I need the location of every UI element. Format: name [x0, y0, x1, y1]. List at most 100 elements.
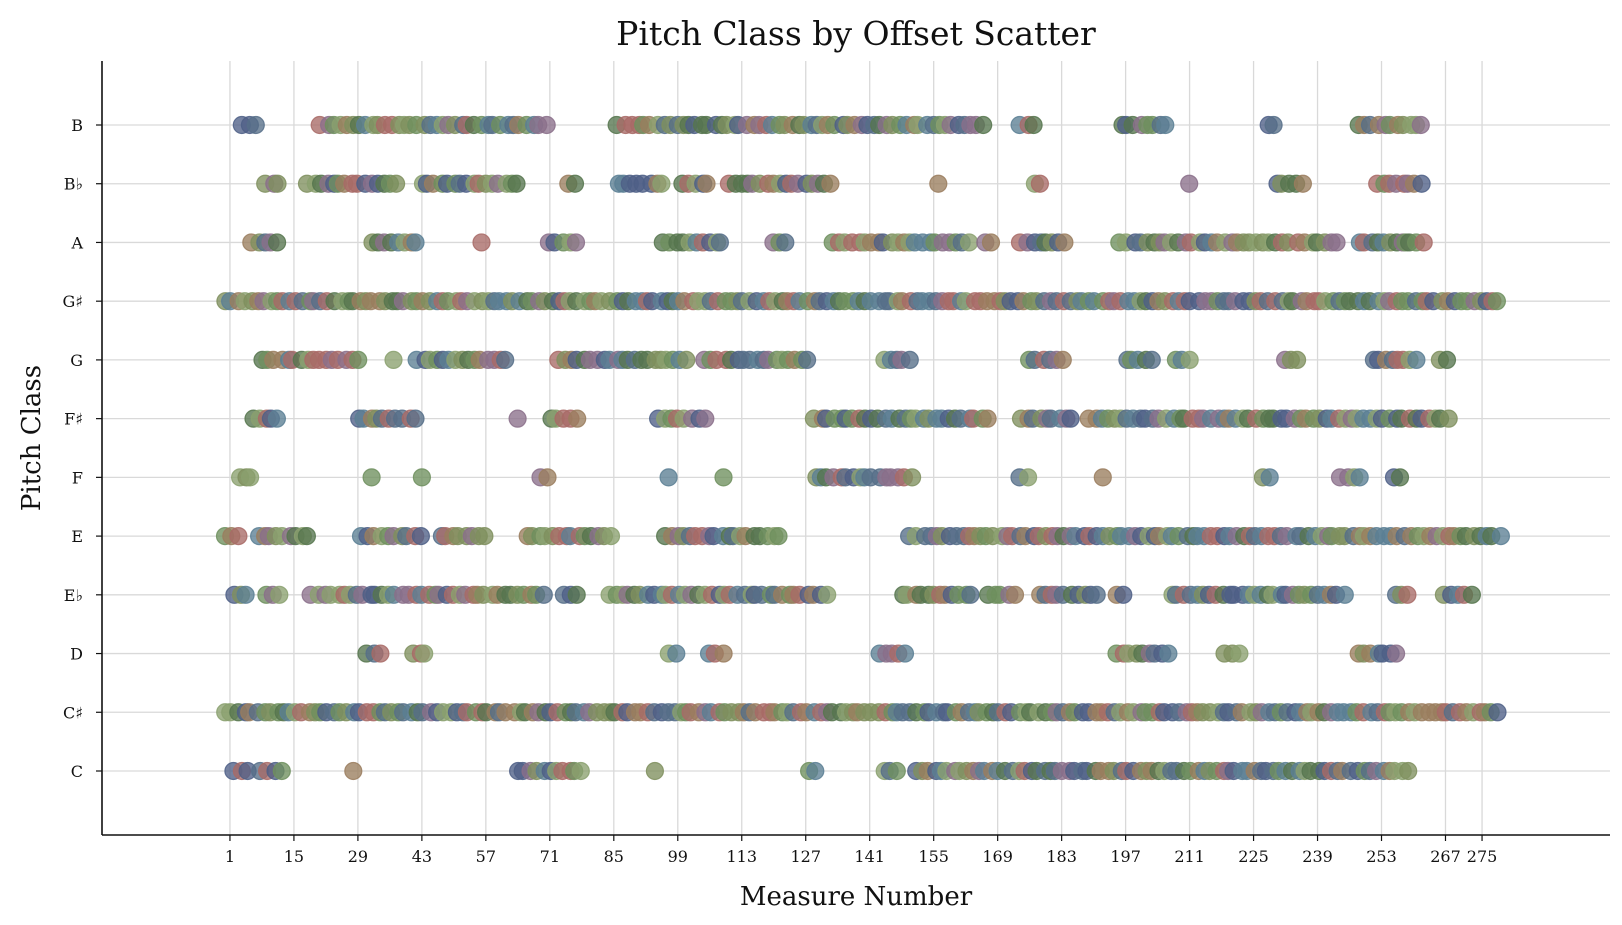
scatter-point [797, 350, 817, 370]
scatter-point [297, 526, 316, 546]
scatter-point [1142, 350, 1161, 370]
scatter-points [215, 115, 1511, 781]
x-tick-label: 197 [1110, 847, 1141, 866]
scatter-point [1018, 468, 1038, 487]
scatter-point [776, 233, 795, 252]
scatter-point [472, 233, 491, 252]
x-tick-label: 57 [476, 847, 496, 866]
x-tick-label: 239 [1302, 847, 1333, 866]
scatter-point [1061, 409, 1080, 428]
x-tick-label: 225 [1238, 847, 1269, 866]
x-tick-label: 211 [1174, 847, 1205, 866]
x-axis-ticks: 1 15 29 43 57 71 85 99 113 127 141 155 169 183 197 211 2… [225, 835, 1497, 866]
scatter-point [1399, 761, 1418, 781]
scatter-point [411, 526, 430, 546]
scatter-point [384, 350, 403, 370]
scatter-point [267, 409, 286, 428]
scatter-point [406, 409, 425, 428]
scatter-point [344, 761, 363, 781]
x-tick-label: 1 [225, 847, 235, 866]
scatter-point [1462, 585, 1482, 604]
x-tick-label: 43 [412, 847, 432, 866]
scatter-point [887, 761, 906, 781]
x-tick-label: 267 [1430, 847, 1461, 866]
scatter-point [270, 585, 289, 604]
scatter-point [929, 174, 948, 193]
scatter-point [1053, 350, 1072, 370]
scatter-point [236, 585, 255, 604]
scatter-point [241, 468, 260, 487]
scatter-point [565, 174, 585, 193]
scatter-point [1412, 174, 1431, 193]
scatter-point [710, 233, 730, 252]
scatter-point [496, 350, 515, 370]
chart-title: Pitch Class by Offset Scatter [616, 14, 1096, 53]
scatter-point [1386, 644, 1406, 663]
x-tick-label: 15 [284, 847, 304, 866]
scatter-point [571, 761, 590, 781]
y-tick-label: G♯ [62, 292, 83, 311]
scatter-point [268, 174, 287, 193]
scatter-point [1180, 350, 1199, 370]
scatter-point [645, 761, 665, 781]
scatter-point [900, 350, 919, 370]
scatter-point [714, 644, 733, 663]
y-axis-ticks: C C♯ D E♭ E F F♯ G G♯ A B♭ B [62, 116, 102, 781]
y-tick-label: E♭ [64, 586, 83, 605]
x-tick-label: 29 [348, 847, 368, 866]
x-tick-label: 85 [604, 847, 624, 866]
scatter-point [508, 409, 527, 428]
x-tick-label: 169 [982, 847, 1013, 866]
scatter-point [902, 468, 922, 487]
scatter-point [959, 233, 979, 252]
scatter-point [961, 585, 980, 604]
scatter-point [974, 115, 993, 135]
scatter-point [895, 644, 915, 663]
scatter-point [415, 644, 434, 663]
y-tick-label: B [71, 116, 83, 135]
scatter-point [1293, 174, 1313, 193]
x-tick-label: 275 [1467, 847, 1498, 866]
scatter-point [1414, 233, 1433, 252]
scatter-point [1156, 115, 1175, 135]
scatter-point [371, 644, 390, 663]
scatter-point [1260, 468, 1279, 487]
scatter-point [1488, 703, 1507, 722]
scatter-point [978, 409, 997, 428]
x-tick-label: 71 [540, 847, 560, 866]
y-tick-label: A [70, 233, 83, 252]
scatter-point [1024, 115, 1043, 135]
scatter-point [387, 174, 406, 193]
x-axis-label: Measure Number [740, 882, 973, 912]
scatter-point [566, 233, 586, 252]
scatter-point [1398, 585, 1417, 604]
scatter-point [981, 233, 1001, 252]
scatter-point [1114, 585, 1133, 604]
scatter-point [1390, 468, 1410, 487]
scatter-point [1180, 174, 1199, 193]
scatter-point [1055, 233, 1074, 252]
scatter-point [412, 468, 431, 487]
scatter-point [696, 409, 715, 428]
x-tick-label: 141 [854, 847, 885, 866]
scatter-point [821, 174, 840, 193]
scatter-point [1230, 644, 1249, 663]
scatter-point [1350, 468, 1369, 487]
scatter-point [268, 233, 287, 252]
scatter-point [475, 526, 494, 546]
scatter-point [246, 115, 265, 135]
y-tick-label: F [72, 468, 83, 487]
x-tick-label: 253 [1366, 847, 1397, 866]
y-tick-label: C♯ [63, 703, 83, 722]
scatter-point [652, 174, 671, 193]
scatter-point [1287, 350, 1307, 370]
scatter-point [1491, 526, 1511, 546]
scatter-point [507, 174, 526, 193]
scatter-point [537, 115, 556, 135]
scatter-point [806, 761, 825, 781]
x-tick-label: 99 [668, 847, 688, 866]
y-tick-label: F♯ [64, 410, 83, 429]
scatter-point [229, 526, 248, 546]
scatter-point [769, 526, 788, 546]
